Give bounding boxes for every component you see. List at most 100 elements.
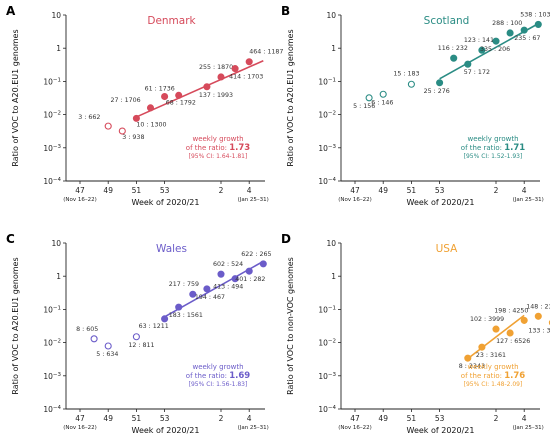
growth-ci: [95% CI: 1.48-2.09]: [464, 381, 523, 388]
growth-text-line1: weekly growth: [192, 135, 243, 143]
y-tick-label: 10−4: [318, 177, 336, 186]
data-point-label: 57 : 172: [464, 69, 490, 76]
y-tick-label: 10: [51, 239, 61, 248]
data-point: [175, 303, 183, 311]
data-point: [436, 79, 444, 87]
data-point-label: 63 : 1211: [139, 323, 169, 330]
x-tick-label: 53: [435, 414, 445, 423]
data-point: [520, 316, 528, 324]
data-point: [203, 285, 211, 293]
data-point: [217, 270, 225, 278]
x-tick-label: 51: [132, 414, 142, 423]
data-point-label: 414 : 1703: [229, 74, 263, 81]
data-point: [365, 94, 373, 102]
data-point-label: 25 : 276: [424, 88, 450, 95]
data-point: [450, 54, 458, 62]
data-point: [534, 312, 542, 320]
y-tick-label: 1: [331, 272, 336, 281]
x-tick-label: 51: [407, 414, 417, 423]
data-point-label: 27 : 1706: [111, 97, 141, 104]
data-point: [506, 329, 514, 337]
y-tick-label: 10−4: [43, 405, 61, 414]
data-point-label: 61 : 1736: [145, 86, 175, 93]
data-point: [464, 60, 472, 68]
y-tick-label: 10−3: [318, 144, 336, 153]
panel-title: Scotland: [424, 15, 470, 27]
data-point: [217, 73, 225, 81]
data-point-label: 8 : 2343: [459, 363, 485, 370]
y-tick-label: 10−3: [318, 372, 336, 381]
y-tick-label: 10: [326, 11, 336, 20]
y-tick-label: 1: [56, 272, 61, 281]
x-tick-label: 2: [219, 414, 224, 423]
x-tick-date-start: (Nov 16–22): [338, 197, 372, 203]
x-tick-date-end: (Jan 25–31): [238, 425, 269, 431]
data-point-label: 235 : 67: [514, 35, 540, 42]
x-tick-label: 49: [103, 414, 113, 423]
x-tick-label: 47: [350, 414, 360, 423]
data-point-label: 10 : 1300: [136, 121, 166, 128]
x-axis-label: Week of 2020/21: [132, 426, 200, 435]
data-point: [492, 325, 500, 333]
y-tick-label: 10−1: [43, 77, 61, 86]
panel-c: C 10 1 10−1 10−2 10−3 10−4 47 49 51 53 2 4 (Nov 16–22…: [6, 232, 271, 435]
data-point-label: 127 : 6526: [496, 338, 530, 345]
x-axis-label: Week of 2020/21: [407, 426, 475, 435]
data-point: [189, 290, 197, 298]
fit-line: [439, 22, 539, 80]
data-point: [245, 267, 253, 275]
data-point: [104, 342, 112, 350]
data-point-label: 68 : 1792: [166, 99, 196, 106]
panel-letter: D: [281, 232, 291, 246]
data-point-label: 183 : 1561: [169, 312, 203, 319]
data-point-label: 622 : 265: [241, 251, 271, 258]
x-tick-label: 47: [75, 186, 85, 195]
data-point: [478, 46, 486, 54]
x-tick-date-end: (Jan 25–31): [238, 197, 269, 203]
panel-letter: B: [281, 4, 290, 18]
data-point: [534, 20, 542, 28]
y-tick-label: 10−4: [318, 405, 336, 414]
x-tick-label: 49: [378, 414, 388, 423]
data-point-label: 3 : 938: [122, 134, 144, 141]
data-point-label: 464 : 1187: [249, 49, 283, 56]
y-tick-label: 10−2: [318, 339, 336, 348]
y-axis-label: Ratio of VOC to A20.EU1 genomes: [286, 29, 295, 166]
x-tick-date-start: (Nov 16–22): [338, 425, 372, 431]
y-tick-label: 10: [51, 11, 61, 20]
x-tick-label: 53: [435, 186, 445, 195]
y-tick-label: 10−2: [43, 339, 61, 348]
data-point-label: 255 : 1870: [199, 64, 233, 71]
x-tick-label: 47: [75, 414, 85, 423]
growth-text-line2: of the ratio: 1.73: [186, 143, 250, 153]
data-point-label: 102 : 3999: [470, 316, 504, 323]
y-tick-label: 10−2: [318, 111, 336, 120]
data-point: [161, 315, 169, 323]
data-point-label: 194 : 467: [195, 294, 225, 301]
x-tick-label: 2: [219, 186, 224, 195]
data-point: [379, 90, 387, 98]
data-point: [245, 58, 253, 66]
data-point-label: 288 : 100: [492, 20, 522, 27]
x-tick-label: 49: [378, 186, 388, 195]
data-point: [231, 275, 239, 283]
x-tick-label: 4: [247, 414, 252, 423]
data-point-label: 15 : 183: [393, 70, 419, 77]
data-point-label: 8 : 605: [76, 326, 98, 333]
data-point-label: 401 : 282: [235, 276, 265, 283]
y-tick-label: 10−1: [318, 77, 336, 86]
data-point-label: 5 : 634: [96, 351, 118, 358]
growth-ci: [95% CI: 1.52-1.93]: [464, 153, 523, 160]
data-point: [90, 335, 98, 343]
data-point: [407, 80, 415, 88]
data-point-label: 12 : 811: [128, 342, 154, 349]
x-axis-label: Week of 2020/21: [132, 198, 200, 207]
panel-a: A 10 1 10−1 10−2 10−3 10−4 47 49 51 53 2 4 (Nov 16–22…: [6, 4, 283, 207]
y-tick-label: 10: [326, 239, 336, 248]
y-tick-label: 1: [331, 44, 336, 53]
data-point-label: 602 : 524: [213, 261, 243, 268]
y-tick-label: 10−1: [43, 305, 61, 314]
x-tick-label: 53: [160, 186, 170, 195]
data-point: [478, 343, 486, 351]
data-point: [104, 122, 112, 130]
